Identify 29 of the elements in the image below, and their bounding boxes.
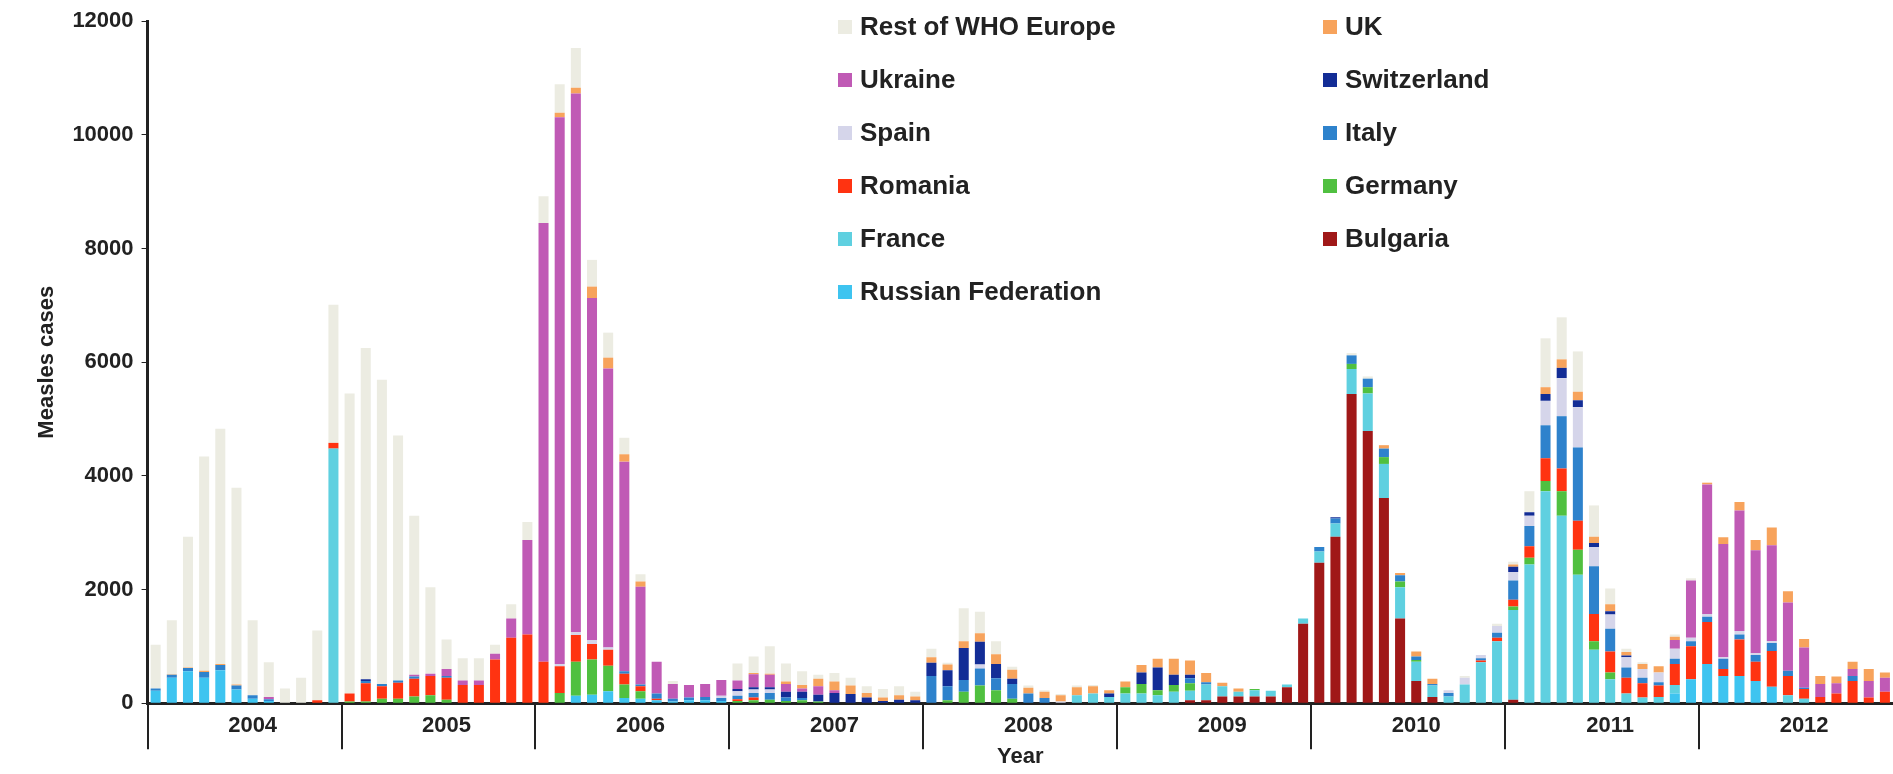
legend-label: Bulgaria (1345, 223, 1450, 254)
y-tick-label: 10000 (72, 120, 134, 146)
legend-label: France (860, 223, 946, 254)
legend-label: Rest of WHO Europe (860, 11, 1116, 42)
legend-label: Spain (860, 117, 931, 148)
legend-label: UK (1345, 11, 1383, 42)
x-tick-label: 2009 (1197, 712, 1247, 738)
y-tick-label: 6000 (84, 348, 134, 374)
x-tick-label: 2006 (616, 712, 665, 738)
x-tick-label: 2004 (228, 712, 278, 738)
y-tick-label: 8000 (84, 234, 134, 260)
legend-label: Switzerland (1345, 64, 1490, 95)
x-tick-label: 2005 (422, 712, 472, 738)
legend-label: Italy (1345, 117, 1398, 148)
x-axis-title: Year (997, 742, 1044, 768)
x-tick-label: 2012 (1779, 712, 1829, 738)
legend-label: Romania (860, 170, 970, 201)
x-tick-label: 2010 (1391, 712, 1441, 738)
x-tick-label: 2007 (809, 712, 859, 738)
x-tick-label: 2011 (1586, 712, 1635, 738)
x-tick-label: 2008 (1003, 712, 1053, 738)
legend-label: Germany (1345, 170, 1458, 201)
y-tick-label: 4000 (84, 461, 134, 487)
y-tick-label: 12000 (72, 7, 134, 33)
legend-label: Russian Federation (860, 276, 1102, 307)
y-axis-title: Measles cases (33, 285, 59, 439)
legend-label: Ukraine (860, 64, 956, 95)
y-tick-label: 0 (121, 689, 134, 715)
y-tick-label: 2000 (84, 575, 134, 601)
